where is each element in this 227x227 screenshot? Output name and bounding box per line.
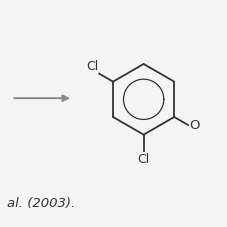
Text: O: O xyxy=(188,118,199,131)
Text: Cl: Cl xyxy=(85,59,98,72)
Text: al. (2003).: al. (2003). xyxy=(7,196,75,209)
Text: Cl: Cl xyxy=(137,153,149,166)
